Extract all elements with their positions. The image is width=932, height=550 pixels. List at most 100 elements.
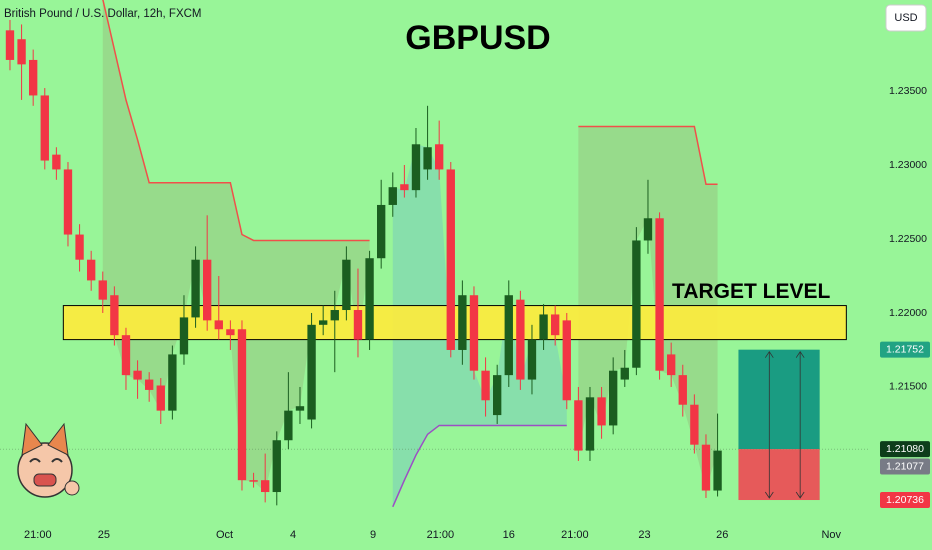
x-tick-label: 25 — [98, 529, 110, 541]
candle-body — [574, 400, 583, 451]
x-tick-label: 21:00 — [561, 529, 589, 541]
candle-body — [237, 329, 247, 481]
candle-body — [319, 320, 328, 325]
y-tick-label: 1.23500 — [889, 85, 927, 97]
candle-body — [52, 154, 61, 170]
candle-body — [145, 379, 154, 390]
candle-body — [411, 144, 421, 191]
price-tag — [880, 441, 930, 458]
candle-body — [330, 310, 339, 321]
candle-body — [643, 218, 653, 241]
candle-body — [435, 144, 444, 170]
candle-body — [527, 339, 537, 380]
price-tag-label: 1.21080 — [886, 443, 924, 455]
candle-body — [516, 299, 525, 380]
candle-body — [121, 335, 131, 376]
candle-body — [29, 59, 38, 96]
plot-area: TARGET LEVEL — [0, 0, 870, 508]
trend-line — [102, 0, 718, 242]
x-tick-label: 21:00 — [24, 529, 52, 541]
candle-body — [87, 259, 96, 281]
position-loss — [738, 449, 820, 501]
x-tick-label: 26 — [716, 529, 728, 541]
annotation: TARGET LEVEL — [672, 280, 830, 303]
x-tick-label: Oct — [216, 529, 233, 541]
price-tag — [880, 458, 930, 475]
candle-body — [214, 320, 223, 330]
x-tick-label: Nov — [821, 529, 841, 541]
candle-body — [284, 410, 293, 441]
candle-body — [469, 295, 479, 371]
candle-body — [17, 39, 26, 65]
candle-body — [249, 480, 258, 482]
candle-body — [179, 317, 189, 355]
position-arrow — [795, 350, 805, 499]
currency-box[interactable] — [885, 4, 927, 32]
candle-body — [678, 375, 687, 405]
candle-body — [203, 259, 212, 321]
position-profit — [738, 349, 820, 450]
candle-body — [551, 314, 560, 336]
x-tick-label: 16 — [503, 529, 515, 541]
x-tick-label: 21:00 — [427, 529, 455, 541]
candle-body — [5, 30, 15, 60]
candle-body — [609, 370, 618, 426]
candle-body — [667, 354, 676, 376]
price-tag-label: 1.20736 — [886, 494, 924, 506]
candle-body — [562, 320, 571, 401]
candle-body — [156, 385, 165, 411]
time-axis — [0, 520, 932, 550]
candle-body — [226, 329, 235, 336]
x-tick-label: 4 — [290, 529, 296, 541]
candle-body — [133, 370, 142, 380]
candle-body — [400, 184, 409, 191]
candle-body — [585, 397, 595, 451]
candle-body — [423, 147, 432, 170]
candle-body — [272, 440, 281, 493]
candle-body — [98, 280, 107, 300]
candle-body — [365, 258, 374, 340]
candle-body — [620, 367, 629, 380]
candle-body — [40, 95, 49, 161]
currency[interactable]: USD — [894, 12, 917, 24]
price-tag-label: 1.21752 — [886, 343, 924, 355]
candle-body — [539, 314, 548, 340]
candle-body — [388, 187, 397, 205]
candle-body — [458, 295, 467, 350]
candle-body — [307, 324, 316, 420]
candle-body — [446, 169, 455, 350]
candle-body — [504, 295, 513, 376]
candle-body — [261, 480, 270, 493]
candle-body — [597, 397, 606, 426]
y-tick-label: 1.21500 — [889, 381, 927, 393]
chart-title: GBPUSD — [405, 19, 550, 57]
candle-body — [655, 218, 664, 371]
candle-body — [690, 404, 699, 445]
candle-body — [75, 234, 84, 260]
candle-body — [701, 444, 711, 491]
trend-fill — [102, 0, 370, 493]
position-arrow — [764, 350, 774, 499]
candle-body — [110, 295, 119, 336]
y-tick-label: 1.22500 — [889, 233, 927, 245]
mascot-icon — [17, 422, 80, 498]
candle-body — [63, 169, 73, 235]
candle-body — [377, 204, 386, 259]
trend-fill — [392, 144, 567, 507]
trend-line — [392, 424, 567, 508]
candle-body — [713, 450, 722, 491]
price-tag — [880, 492, 930, 509]
candle-body — [632, 240, 641, 368]
x-tick-label: 23 — [638, 529, 650, 541]
y-tick-label: 1.22000 — [889, 307, 927, 319]
price-tag — [880, 341, 930, 358]
candle-body — [342, 259, 351, 311]
candle-body — [493, 375, 502, 416]
symbol-info: British Pound / U.S. Dollar, 12h, FXCM — [4, 8, 202, 20]
candle-body — [295, 406, 305, 411]
candle-body — [481, 370, 490, 401]
y-tick-label: 1.23000 — [889, 159, 927, 171]
price-tag-label: 1.21077 — [886, 460, 924, 472]
candle-body — [353, 310, 363, 340]
